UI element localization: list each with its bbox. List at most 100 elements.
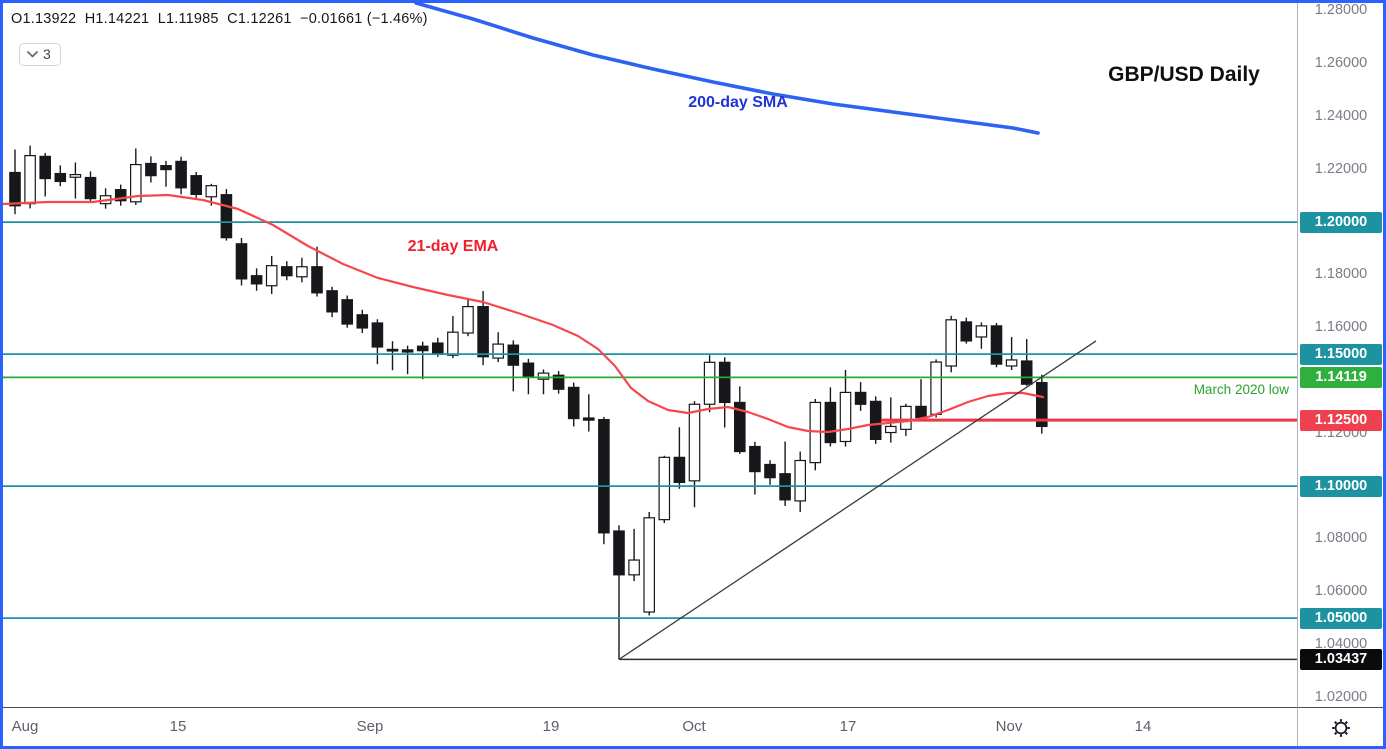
candle-body xyxy=(462,306,474,334)
candle-body xyxy=(537,372,550,380)
candle-body xyxy=(265,265,278,287)
candle-body xyxy=(582,417,595,421)
candle-body xyxy=(718,361,731,404)
candle xyxy=(1020,339,1033,386)
march-2020-low-label: March 2020 low xyxy=(1193,382,1289,397)
candle-body xyxy=(658,456,671,521)
candle-body xyxy=(628,559,640,576)
candle-body xyxy=(114,189,127,202)
candle-body xyxy=(341,299,353,325)
candle xyxy=(779,441,791,506)
candle-body xyxy=(567,386,580,420)
candle-body xyxy=(1020,360,1033,385)
candle-body xyxy=(311,266,323,294)
candle xyxy=(447,316,459,359)
price-level-badge: 1.15000 xyxy=(1300,343,1382,365)
chart-canvas[interactable]: O1.13922 H1.14221 L1.11985 C1.12261 −0.0… xyxy=(3,3,1297,707)
candle-body xyxy=(54,172,67,183)
sma-200-line xyxy=(414,3,1040,135)
candle-body xyxy=(39,155,51,180)
candle xyxy=(235,237,248,286)
candle xyxy=(371,319,384,365)
candle xyxy=(54,165,67,187)
candle-body xyxy=(900,405,912,430)
candle xyxy=(507,340,520,392)
candle-body xyxy=(401,349,414,353)
candle xyxy=(175,156,187,195)
candle-body xyxy=(477,306,489,358)
candle xyxy=(854,382,867,411)
price-level-badge: 1.05000 xyxy=(1300,607,1382,629)
candle xyxy=(643,511,655,616)
chevron-down-icon xyxy=(27,50,38,57)
candle-body xyxy=(733,401,746,453)
price-axis-label: 1.02000 xyxy=(1314,688,1368,705)
candle xyxy=(718,357,731,428)
candle xyxy=(552,371,565,394)
time-axis-label: 14 xyxy=(1134,718,1152,735)
price-level-badge: 1.03437 xyxy=(1300,648,1382,670)
time-axis-label: Oct xyxy=(682,718,706,735)
candle-body xyxy=(990,325,1003,365)
candle xyxy=(869,396,882,444)
candle-body xyxy=(673,456,686,484)
ema-21-label: 21-day EMA xyxy=(407,238,499,255)
candle-body xyxy=(643,517,655,613)
candle xyxy=(703,355,716,413)
price-axis[interactable]: 1.28000 1.26000 1.24000 1.22000 1.18000 1.160… xyxy=(1297,2,1383,707)
price-axis-label: 1.22000 xyxy=(1314,160,1368,177)
price-axis-label: 1.18000 xyxy=(1314,266,1368,283)
candle-body xyxy=(69,174,82,178)
candle xyxy=(326,286,338,318)
time-axis-label: Sep xyxy=(356,718,384,735)
gear-icon xyxy=(1332,718,1350,737)
candle-body xyxy=(145,162,157,177)
price-axis-label: 1.04000 xyxy=(1314,636,1368,653)
candle-body xyxy=(205,185,218,198)
candle xyxy=(975,322,988,349)
price-axis-label: 1.06000 xyxy=(1314,583,1368,600)
candle-body xyxy=(869,400,882,440)
candle-body xyxy=(24,154,36,205)
candle xyxy=(930,359,942,418)
candle-body xyxy=(250,275,263,285)
candle xyxy=(824,387,837,447)
candle-body xyxy=(507,344,520,366)
candle xyxy=(567,382,580,427)
candle xyxy=(537,369,550,395)
candle xyxy=(673,427,686,489)
time-axis[interactable]: Aug 15 Sep 19 Oct 17 Nov 14 xyxy=(3,707,1297,746)
candle-body xyxy=(1035,381,1048,428)
axis-settings-box xyxy=(1297,707,1383,746)
candle-body xyxy=(492,343,504,359)
candle xyxy=(462,298,474,337)
candle-body xyxy=(416,345,429,352)
candle xyxy=(114,184,127,206)
candlestick-chart[interactable] xyxy=(3,3,1297,707)
candle xyxy=(145,156,157,183)
candle-body xyxy=(764,463,776,479)
candle-body xyxy=(175,160,187,189)
candle xyxy=(401,345,414,375)
price-axis-label: 1.16000 xyxy=(1314,319,1368,336)
candle-body xyxy=(794,459,806,502)
candle xyxy=(628,528,640,582)
candle xyxy=(839,369,852,447)
price-axis-label: 1.28000 xyxy=(1314,2,1368,19)
candle-body xyxy=(281,266,293,277)
price-level-badge: 1.14119 xyxy=(1300,366,1382,388)
candle-body xyxy=(9,171,21,207)
object-tree-chip[interactable]: 3 xyxy=(19,43,61,66)
candle xyxy=(764,460,776,485)
time-axis-label: 17 xyxy=(839,718,857,735)
candle xyxy=(84,171,97,204)
candle-body xyxy=(930,361,942,415)
candle xyxy=(24,145,36,209)
candle-body xyxy=(522,362,535,378)
candle xyxy=(416,341,429,380)
candle xyxy=(915,379,927,420)
price-axis-label: 1.24000 xyxy=(1314,108,1368,125)
candle xyxy=(311,246,323,297)
chart-settings-button[interactable] xyxy=(1330,717,1352,739)
candle xyxy=(265,255,278,294)
